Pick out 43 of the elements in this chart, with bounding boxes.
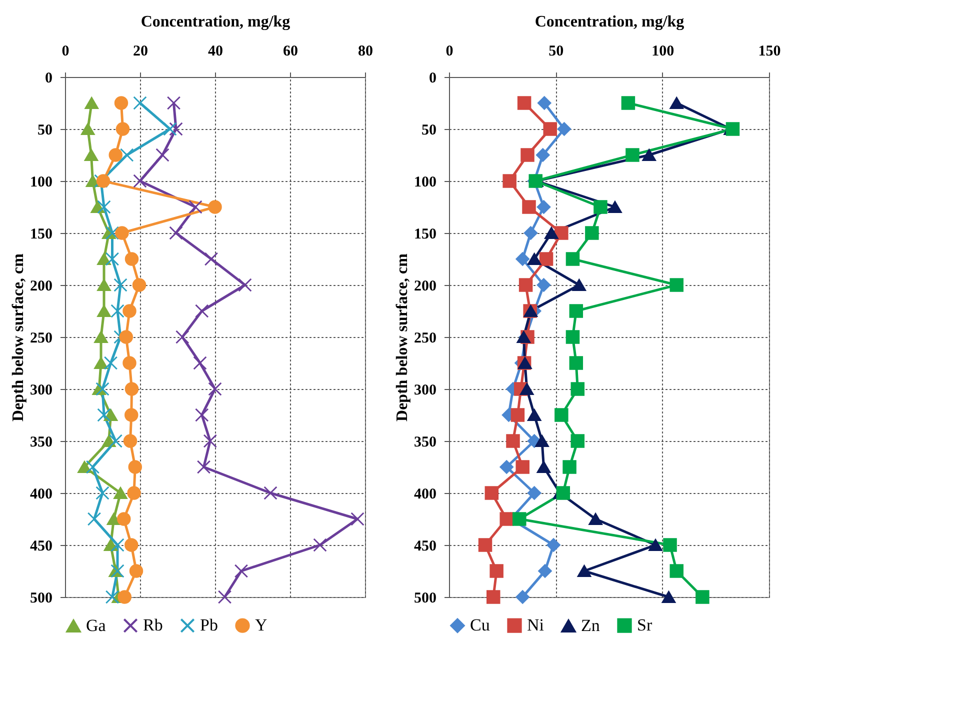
legend-label: Ni [527,616,544,635]
legend-label: Cu [470,616,490,635]
y-tick-label: 100 [414,174,436,190]
x-tick-label: 150 [758,44,781,60]
x-tick-label: 0 [62,44,70,60]
y-tick-label: 350 [414,434,436,450]
y-tick-label: 500 [414,590,436,606]
x-tick-label: 60 [283,44,298,60]
x-axis-title: Concentration, mg/kg [534,14,684,30]
y-tick-label: 350 [30,434,52,450]
x-tick-label: 80 [358,44,373,60]
y-tick-label: 50 [422,122,436,138]
y-tick-label: 500 [30,590,52,606]
legend-label: Y [255,616,268,635]
y-tick-label: 100 [30,174,52,190]
y-tick-label: 250 [414,330,436,346]
y-axis-title: Depth below surface, cm [10,252,27,422]
x-tick-label: 0 [446,44,454,60]
y-tick-label: 450 [30,538,52,554]
legend-label: Zn [581,616,600,636]
x-tick-label: 50 [548,44,564,60]
x-tick-label: 20 [133,44,148,60]
x-tick-label: 40 [208,44,223,60]
y-tick-label: 200 [414,278,436,294]
y-tick-label: 150 [30,226,52,242]
y-tick-label: 50 [38,122,52,138]
y-tick-label: 300 [30,382,52,398]
y-tick-label: 200 [30,278,52,294]
x-tick-label: 100 [652,44,674,60]
legend-label: Ga [86,616,106,636]
legend-label: Pb [200,616,218,635]
legend-label: Rb [143,616,163,635]
y-tick-label: 0 [45,70,52,86]
y-tick-label: 450 [414,538,436,554]
y-tick-label: 250 [30,330,52,346]
legend-label: Sr [637,616,652,635]
y-tick-label: 400 [30,486,52,502]
y-axis-title: Depth below surface, cm [394,252,411,422]
y-tick-label: 300 [414,382,436,398]
y-tick-label: 400 [414,486,436,502]
y-tick-label: 0 [429,70,436,86]
x-axis-title: Concentration, mg/kg [140,14,290,30]
y-tick-label: 150 [414,226,436,242]
